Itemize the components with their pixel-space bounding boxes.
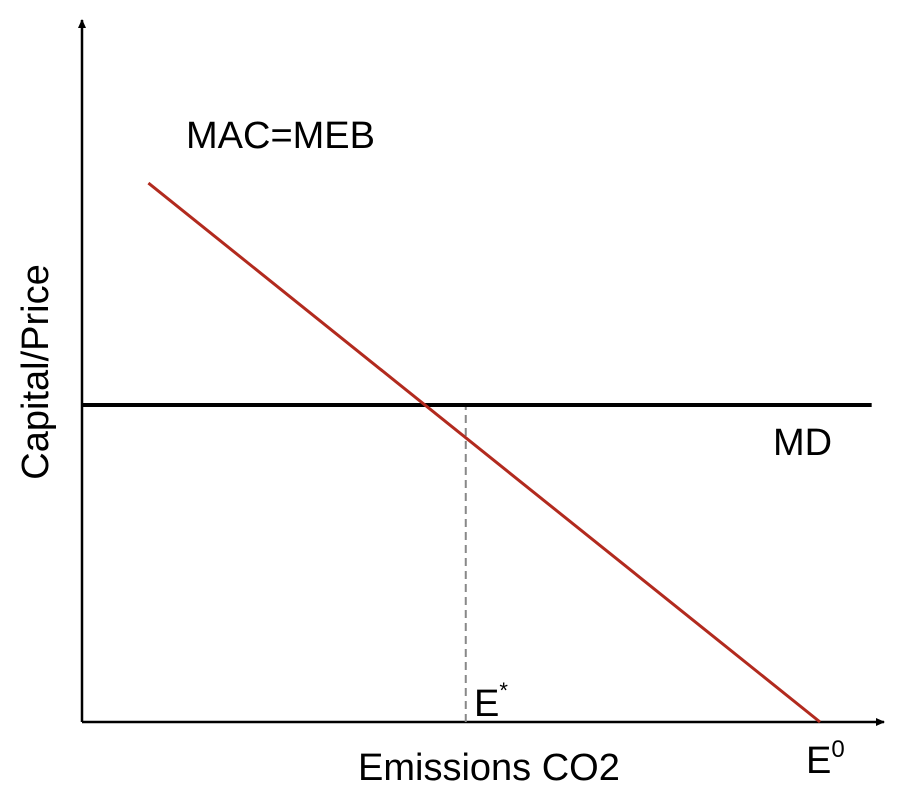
series-label-md: MD bbox=[773, 422, 832, 464]
y-axis-title: Capital/Price bbox=[15, 264, 57, 479]
x-axis-title: Emissions CO2 bbox=[358, 747, 620, 789]
series-line-mac-meb bbox=[147, 181, 821, 724]
x-tick-label-e-zero: E0 bbox=[806, 736, 845, 782]
series-label-mac-meb: MAC=MEB bbox=[186, 115, 375, 157]
x-tick-label-e-star: E* bbox=[474, 678, 508, 725]
